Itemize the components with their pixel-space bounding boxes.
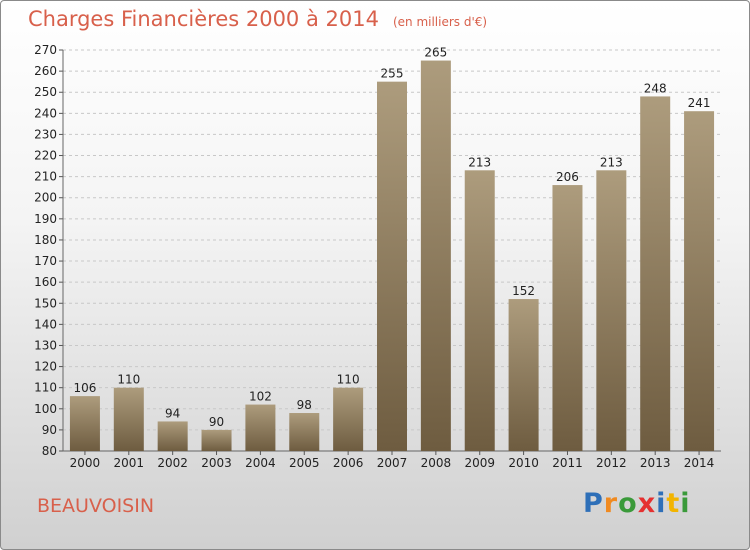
bars	[69, 60, 715, 452]
logo-letter: r	[603, 488, 619, 519]
x-tick-label-2011: 2011	[552, 456, 583, 470]
bar-2002	[157, 421, 188, 451]
chart-title-text: Charges Financières 2000 à 2014	[28, 7, 379, 31]
y-tick-label: 180	[34, 233, 57, 247]
bar-2007	[377, 81, 407, 451]
value-label-2005: 98	[297, 398, 312, 412]
bar-2005	[289, 413, 320, 451]
value-label-2010: 152	[512, 284, 535, 298]
x-tick-label-2001: 2001	[114, 456, 145, 470]
value-label-2000: 106	[73, 381, 96, 395]
y-tick-label: 100	[34, 402, 57, 416]
y-tick-label: 150	[34, 296, 57, 310]
x-tick-label-2004: 2004	[245, 456, 276, 470]
x-tick-label-2010: 2010	[508, 456, 539, 470]
y-tick-label: 190	[34, 212, 57, 226]
x-tick-label-2013: 2013	[640, 456, 671, 470]
y-tick-label: 110	[34, 381, 57, 395]
y-tick-label: 260	[34, 64, 57, 78]
x-tick-label-2009: 2009	[464, 456, 495, 470]
bar-2006	[333, 387, 364, 451]
bar-2003	[201, 429, 232, 451]
bar-2011	[552, 185, 583, 452]
bar-2013	[640, 96, 671, 451]
logo-letter: P	[583, 488, 604, 519]
y-tick-label: 90	[42, 423, 57, 437]
y-tick-label: 170	[34, 254, 57, 268]
data-labels: 106 110 94 90 102 98 110 255 265 213 152 206 213 248 2…	[73, 46, 710, 429]
y-tick-label: 230	[34, 127, 57, 141]
x-tick-label-2002: 2002	[157, 456, 188, 470]
y-tick-label: 250	[34, 85, 57, 99]
x-tick-label-2012: 2012	[596, 456, 627, 470]
y-tick-label: 140	[34, 317, 57, 331]
y-tick-label: 210	[34, 170, 57, 184]
value-label-2013: 248	[644, 81, 667, 95]
y-tick-label: 270	[34, 43, 57, 57]
logo-letter: t	[666, 488, 681, 519]
value-label-2004: 102	[249, 390, 272, 404]
bar-2014	[684, 111, 715, 451]
value-label-2009: 213	[468, 155, 491, 169]
x-tick-label-2014: 2014	[684, 456, 715, 470]
value-label-2003: 90	[209, 415, 224, 429]
proxiti-logo[interactable]: Proxiti	[583, 488, 691, 519]
bar-2009	[464, 170, 495, 452]
x-tick-label-2000: 2000	[70, 456, 101, 470]
bar-2000	[69, 396, 100, 451]
value-label-2011: 206	[556, 170, 579, 184]
chart-subtitle: (en milliers d'€)	[392, 15, 488, 29]
x-tick-label-2008: 2008	[421, 456, 452, 470]
commune-name: BEAUVOISIN	[37, 495, 155, 517]
y-tick-label: 240	[34, 106, 57, 120]
logo-letter: i	[680, 488, 691, 519]
logo-letter: i	[656, 488, 667, 519]
value-label-2007: 255	[381, 67, 404, 81]
y-tick-label: 200	[34, 191, 57, 205]
x-tick-label-2005: 2005	[289, 456, 320, 470]
chart-title: Charges Financières 2000 à 2014 (en milli…	[28, 7, 487, 31]
y-tick-label: 120	[34, 360, 57, 374]
value-label-2002: 94	[165, 406, 180, 420]
y-tick-label: 160	[34, 275, 57, 289]
bar-2012	[596, 170, 627, 452]
value-label-2006: 110	[337, 373, 360, 387]
x-tick-label-2006: 2006	[333, 456, 364, 470]
logo-letter: o	[618, 488, 638, 519]
value-label-2012: 213	[600, 155, 623, 169]
bar-2010	[508, 299, 539, 451]
y-tick-label: 80	[42, 444, 57, 458]
value-label-2001: 110	[117, 373, 140, 387]
y-tick-label: 220	[34, 149, 57, 163]
x-tick-label-2003: 2003	[201, 456, 232, 470]
logo-letter: x	[637, 488, 657, 519]
y-tick-label: 130	[34, 338, 57, 352]
bar-2001	[113, 387, 144, 451]
value-label-2014: 241	[688, 96, 711, 110]
value-label-2008: 265	[424, 46, 447, 60]
bar-2008	[420, 60, 451, 451]
bar-2004	[245, 404, 276, 451]
x-tick-label-2007: 2007	[377, 456, 408, 470]
